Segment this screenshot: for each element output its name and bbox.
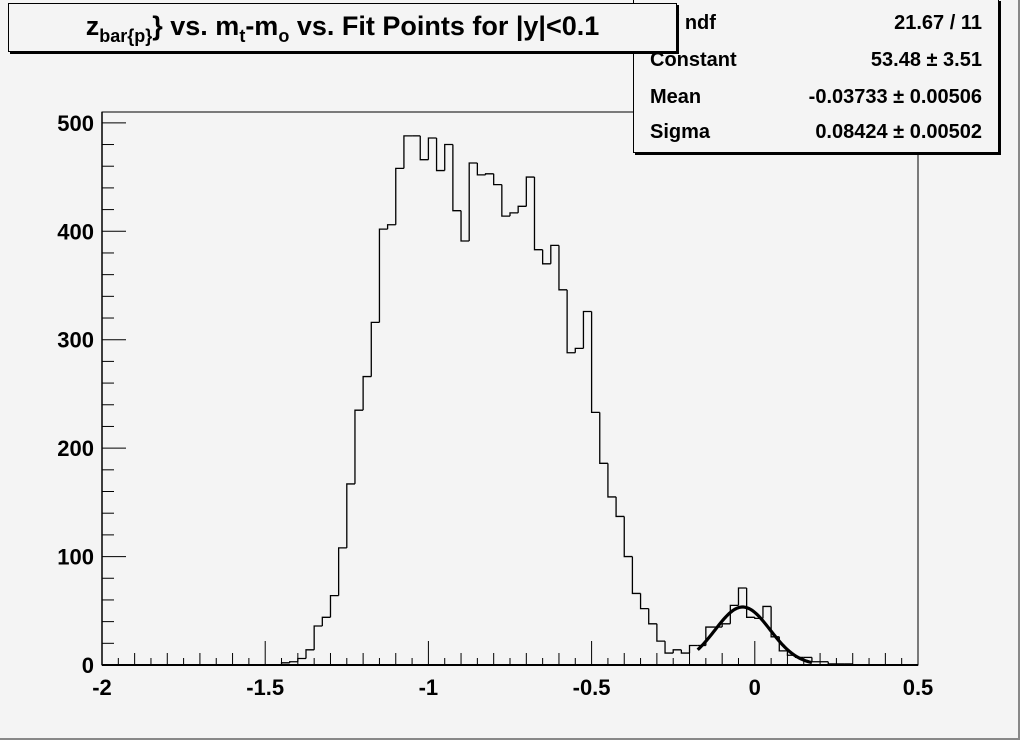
title-subscript: t [239, 26, 246, 46]
title-text: -m [245, 11, 279, 41]
histogram-bin [354, 409, 364, 484]
histogram-bin [484, 173, 494, 175]
stats-label: Sigma [650, 121, 711, 143]
y-tick-label: 500 [57, 111, 94, 136]
histogram-bin [476, 162, 486, 176]
chart-title: zbar{p}} vs. mt-mo vs. Fit Points for |y… [8, 3, 677, 52]
stats-row-chi2: χ² / ndf 21.67 / 11 [650, 8, 982, 38]
stats-row-mean: Mean -0.03733 ± 0.00506 [650, 82, 982, 112]
title-text: z [85, 11, 100, 41]
histogram-bin [493, 173, 502, 186]
histogram-bin [460, 210, 470, 242]
histogram-bin [623, 516, 633, 558]
stats-label: Constant [650, 49, 737, 71]
histogram-bin [337, 547, 347, 596]
histogram-bin [289, 661, 298, 663]
histogram-bin [574, 347, 584, 353]
histogram-bin [427, 137, 437, 160]
histogram-bin [321, 616, 331, 626]
histogram-bin [631, 556, 641, 595]
histogram-bin [607, 463, 617, 498]
histogram-bin [395, 167, 404, 225]
histogram-bin [762, 605, 772, 619]
stats-value: 53.48 ± 3.51 [870, 49, 982, 71]
histogram-bin [444, 143, 453, 171]
histogram-bin [533, 177, 543, 251]
histogram-bin [582, 310, 592, 349]
x-tick-label: -2 [92, 675, 112, 700]
y-tick-label: 300 [57, 328, 94, 353]
stats-row-constant: Constant 53.48 ± 3.51 [650, 45, 982, 75]
histogram-bin [329, 594, 339, 618]
y-tick-label: 400 [57, 219, 94, 244]
title-subscript: o [278, 26, 290, 46]
histogram-bin [737, 587, 747, 606]
histogram-bin [305, 649, 315, 659]
x-tick-label: 0.5 [903, 675, 934, 700]
x-tick-label: -1.5 [246, 675, 284, 700]
x-tick-label: -1 [419, 675, 439, 700]
title-subscript: bar{p} [99, 26, 153, 46]
fit-curve [696, 605, 813, 665]
histogram-bin [672, 649, 682, 654]
y-tick-label: 0 [82, 653, 94, 678]
histogram-bin [656, 623, 666, 642]
histogram-bin [362, 375, 372, 411]
y-tick-label: 200 [57, 436, 94, 461]
histogram-bin [648, 608, 657, 625]
histogram-bin [590, 311, 600, 414]
histogram-bin [729, 604, 739, 624]
histogram-bin [615, 496, 625, 518]
y-tick-label: 100 [57, 545, 94, 570]
histogram-bin [639, 593, 649, 610]
histogram-bin [541, 249, 551, 265]
histogram-bin [525, 176, 535, 207]
histogram-bin [435, 138, 445, 172]
histogram-bin [680, 649, 690, 654]
histogram-bin [827, 661, 837, 665]
histogram-bin [346, 483, 355, 548]
histogram-bin [745, 588, 755, 618]
histogram-bin [550, 244, 559, 264]
histogram-bin [403, 135, 413, 169]
histogram-bin [664, 641, 674, 654]
histogram-bin [688, 644, 698, 654]
histogram-bin [517, 205, 527, 213]
stats-value: 21.67 / 11 [894, 12, 982, 34]
plot-frame [101, 111, 919, 666]
stats-label: Mean [650, 86, 702, 108]
histogram-bin [509, 212, 519, 217]
histogram-bin [419, 135, 429, 161]
histogram-bin [721, 623, 731, 628]
histogram-bin [386, 224, 396, 230]
histogram-bin [370, 321, 380, 377]
histogram-bin [501, 184, 510, 217]
title-text: vs. Fit Points for |y|<0.1 [289, 11, 600, 41]
stats-box: χ² / ndf 21.67 / 11 Constant 53.48 ± 3.51 … [633, 0, 999, 153]
x-tick-label: -0.5 [573, 675, 611, 700]
stats-value: 0.08424 ± 0.00502 [815, 121, 982, 143]
stats-value: -0.03733 ± 0.00506 [808, 86, 982, 108]
stats-row-sigma: Sigma 0.08424 ± 0.00502 [650, 117, 982, 147]
histogram-bin [452, 144, 462, 212]
histogram-bin [599, 412, 608, 464]
histogram-bin [378, 228, 388, 323]
title-text: } vs. m [152, 11, 240, 41]
histogram-bin [558, 245, 568, 291]
histogram-bin [566, 289, 576, 354]
x-tick-label: 0 [749, 675, 761, 700]
histogram-bin [468, 162, 478, 242]
histogram-bin [313, 625, 323, 650]
